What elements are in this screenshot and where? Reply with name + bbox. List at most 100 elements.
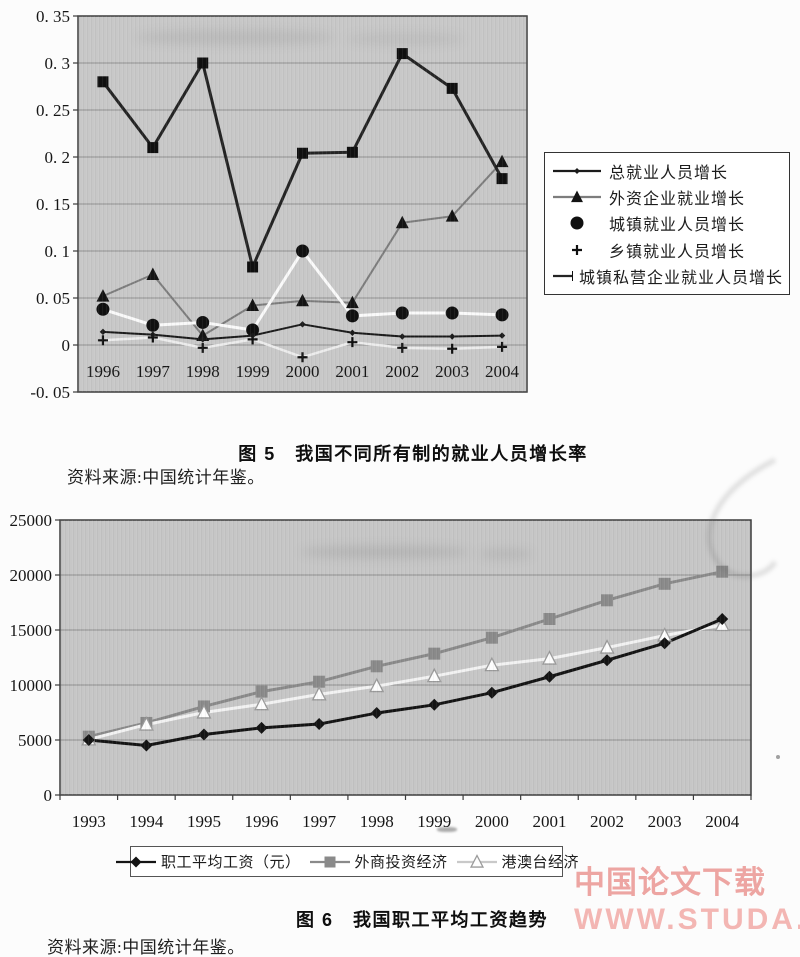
legend-label: 职工平均工资（元） bbox=[160, 855, 301, 871]
marker-square-icon bbox=[658, 577, 671, 590]
legend-item: 城镇就业人员增长 bbox=[551, 211, 783, 235]
marker-circle-icon bbox=[395, 306, 409, 320]
figure5-caption: 图 5 我国不同所有制的就业人员增长率 bbox=[238, 444, 588, 464]
watermark: 中国论文下载 WWW.STUDA. bbox=[574, 865, 800, 937]
x-tick-label: 2001 bbox=[532, 812, 566, 831]
marker-diamond-icon bbox=[485, 686, 498, 699]
legend-item: 外商投资经济 bbox=[308, 851, 448, 872]
marker-diamond-icon bbox=[716, 613, 729, 625]
y-tick-label: 0. 2 bbox=[45, 148, 71, 167]
legend-item: 港澳台经济 bbox=[455, 851, 580, 872]
y-tick-label: 0. 25 bbox=[36, 101, 70, 120]
marker-plus-icon bbox=[297, 352, 308, 363]
marker-diamond-icon bbox=[140, 739, 153, 752]
marker-circle-icon bbox=[96, 302, 110, 316]
watermark-text-url: WWW.STUDA. bbox=[574, 903, 800, 937]
legend-item: 职工平均工资（元） bbox=[114, 851, 301, 872]
marker-plus-icon bbox=[347, 337, 358, 348]
y-tick-label: 0. 3 bbox=[45, 54, 71, 73]
x-tick-label: 1999 bbox=[417, 812, 451, 831]
y-tick-label: 0. 15 bbox=[36, 195, 70, 214]
marker-diamond-icon bbox=[99, 328, 107, 336]
marker-circle-icon bbox=[146, 318, 160, 332]
legend-marker-square-icon bbox=[553, 270, 573, 281]
y-tick-label: 0. 05 bbox=[36, 289, 70, 308]
marker-triangle-icon bbox=[445, 209, 459, 222]
marker-diamond-icon bbox=[498, 332, 506, 339]
x-tick-label: 1994 bbox=[129, 812, 164, 831]
x-tick-label: 1998 bbox=[360, 812, 394, 831]
legend-label: 外资企业就业增长 bbox=[609, 191, 746, 209]
marker-diamond-icon bbox=[130, 856, 142, 867]
marker-triangle-icon bbox=[484, 656, 500, 672]
marker-triangle-icon bbox=[541, 650, 557, 665]
x-tick-label: 1993 bbox=[72, 812, 106, 831]
marker-triangle-icon bbox=[196, 328, 210, 342]
x-tick-label: 2001 bbox=[335, 362, 369, 381]
marker-diamond-icon bbox=[574, 168, 580, 175]
marker-diamond-icon bbox=[149, 331, 157, 338]
legend-item: 乡镇就业人员增长 bbox=[551, 238, 783, 262]
figure6-source: 资料来源:中国统计年鉴。 bbox=[47, 938, 245, 957]
marker-square-icon bbox=[247, 261, 259, 273]
marker-diamond-icon bbox=[543, 670, 556, 683]
marker-triangle-icon bbox=[254, 695, 270, 711]
y-tick-label: 10000 bbox=[10, 676, 53, 695]
y-tick-label: 5000 bbox=[18, 731, 52, 750]
marker-circle-icon bbox=[445, 306, 459, 320]
x-tick-label: 2004 bbox=[705, 812, 740, 831]
y-tick-label: 0 bbox=[44, 786, 53, 805]
series-line bbox=[88, 570, 723, 739]
legend-item: 外资企业就业增长 bbox=[551, 185, 783, 209]
marker-square-icon bbox=[346, 146, 358, 158]
marker-diamond-icon bbox=[428, 698, 441, 711]
marker-triangle-icon bbox=[96, 289, 110, 302]
marker-plus-icon bbox=[497, 341, 508, 352]
marker-square-icon bbox=[396, 48, 408, 60]
marker-diamond-icon bbox=[601, 654, 614, 667]
marker-triangle-icon bbox=[146, 267, 160, 280]
x-tick-label: 2000 bbox=[286, 362, 320, 381]
marker-square-icon bbox=[601, 594, 614, 607]
marker-diamond-icon bbox=[448, 333, 456, 340]
marker-diamond-icon bbox=[199, 336, 206, 343]
legend-marker-circle-icon bbox=[570, 216, 584, 230]
marker-triangle-icon bbox=[495, 154, 509, 168]
x-tick-label: 1996 bbox=[86, 362, 120, 381]
figure6-caption: 图 6 我国职工平均工资趋势 bbox=[295, 910, 548, 930]
legend-marker-triangle-icon bbox=[553, 190, 601, 203]
marker-square-icon bbox=[147, 142, 159, 154]
legend-item: 城镇私营企业就业人员增长 bbox=[551, 264, 783, 288]
legend-item: 总就业人员增长 bbox=[551, 159, 783, 183]
figure6-chart: 25000 20000 15000 10000 5000 0 1993 1994 1995 199… bbox=[10, 511, 752, 831]
marker-diamond-icon bbox=[82, 734, 95, 746]
marker-diamond-icon bbox=[349, 329, 356, 336]
marker-plus-icon bbox=[197, 342, 208, 353]
figure6-legend: 职工平均工资（元） 外商投资经济 港澳台经济 bbox=[115, 846, 579, 877]
x-tick-label: 2003 bbox=[435, 362, 469, 381]
legend-label: 港澳台经济 bbox=[501, 855, 580, 871]
legend-label: 乡镇就业人员增长 bbox=[609, 243, 746, 261]
legend-label: 城镇私营企业就业人员增长 bbox=[578, 269, 783, 287]
legend-marker-diamond-icon bbox=[115, 856, 156, 867]
y-tick-label: 0. 35 bbox=[36, 7, 70, 26]
x-tick-label: 1996 bbox=[245, 812, 279, 831]
x-tick-label: 1997 bbox=[136, 362, 171, 381]
marker-plus-icon bbox=[97, 335, 108, 346]
marker-circle-icon bbox=[296, 244, 309, 258]
marker-triangle-icon bbox=[138, 716, 154, 731]
scan-smudge bbox=[437, 827, 457, 832]
marker-circle-icon bbox=[345, 309, 359, 323]
x-tick-label: 2002 bbox=[385, 362, 419, 381]
scan-speck bbox=[776, 755, 780, 759]
marker-circle-icon bbox=[495, 308, 509, 322]
marker-triangle-icon bbox=[369, 677, 385, 693]
marker-square-icon bbox=[716, 565, 729, 578]
marker-diamond-icon bbox=[255, 721, 268, 734]
marker-circle-icon bbox=[246, 323, 260, 337]
y-tick-label: 20000 bbox=[10, 566, 53, 585]
y-tick-label: 0. 1 bbox=[45, 242, 71, 261]
marker-triangle-icon bbox=[311, 685, 327, 701]
marker-square-icon bbox=[543, 613, 556, 625]
